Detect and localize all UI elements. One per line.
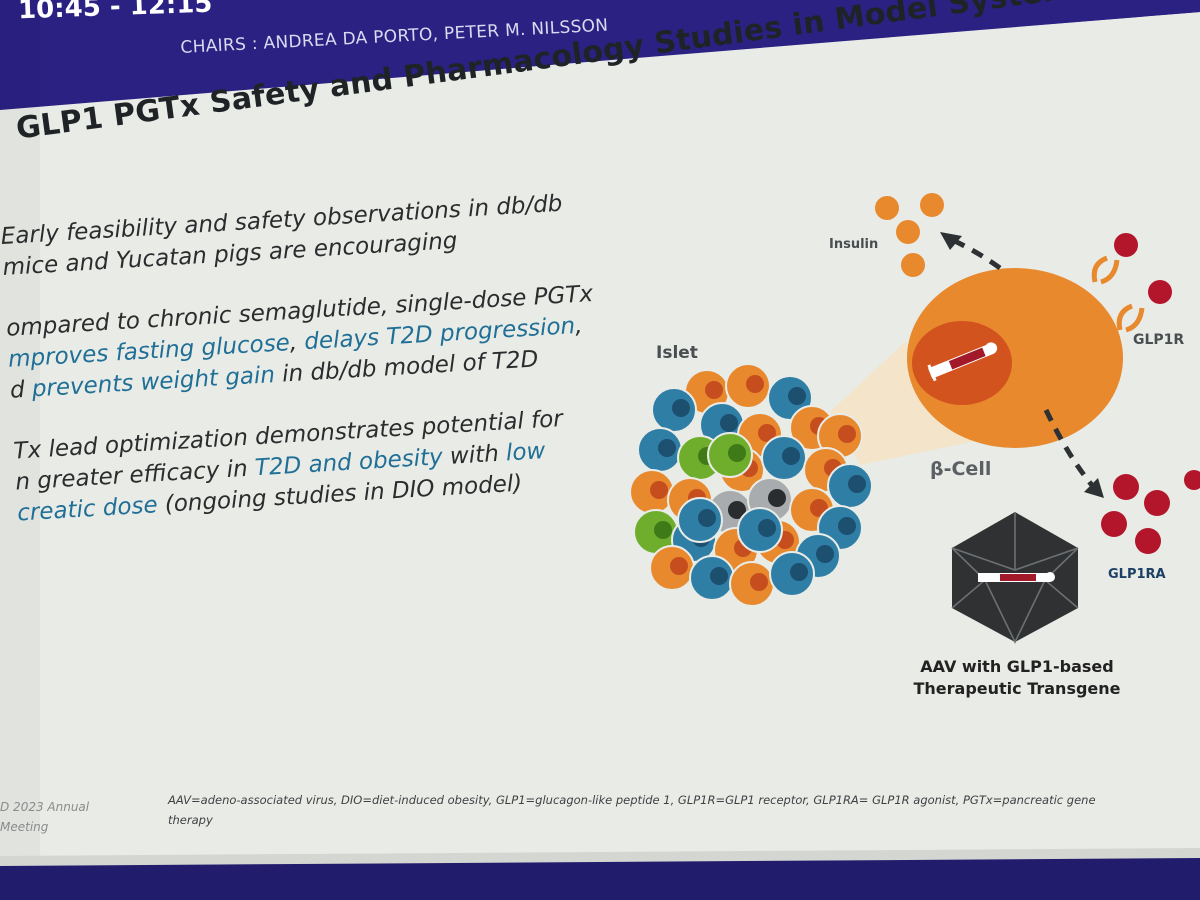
- islet-label: Islet: [656, 343, 698, 363]
- bottom-edge: [0, 848, 1200, 866]
- bullet-text: ,: [574, 312, 584, 340]
- bullet-text: with: [441, 440, 507, 471]
- islet-nucleus: [654, 521, 672, 539]
- transgene-icon: [927, 342, 998, 382]
- insulin-dots: [875, 193, 944, 277]
- islet-nucleus: [728, 444, 746, 462]
- bullet-list: Early feasibility and safety observation…: [0, 185, 639, 559]
- glp1r-label: GLP1R: [1133, 332, 1185, 348]
- magnify-beam: [830, 342, 990, 465]
- bullet-text: d: [9, 376, 33, 404]
- islet-nucleus: [758, 519, 776, 537]
- glp1ra-label: GLP1RA: [1108, 567, 1166, 582]
- islet-nucleus: [746, 375, 764, 393]
- highlight-text: low: [505, 438, 547, 467]
- insulin-label: Insulin: [829, 237, 879, 252]
- bullet-item: Tx lead optimization demonstrates potent…: [13, 400, 637, 530]
- islet-nucleus: [728, 501, 746, 519]
- bullet-item: Early feasibility and safety observation…: [0, 185, 623, 284]
- islet-nucleus: [758, 424, 776, 442]
- bullet-text: model of T2D: [375, 346, 540, 382]
- islet-nucleus: [838, 517, 856, 535]
- receptor-icon: [1091, 233, 1172, 333]
- bullet-text: db/db: [495, 190, 564, 221]
- beta-cell-icon: [907, 268, 1123, 448]
- meeting-footer: D 2023 Annual Meeting: [0, 800, 90, 834]
- islet-nucleus: [650, 481, 668, 499]
- bullet-item: ompared to chronic semaglutide, single-d…: [5, 277, 629, 407]
- highlight-text: creatic dose: [16, 492, 159, 527]
- abbreviations-footnote: AAV=adeno-associated virus, DIO=diet-ind…: [168, 793, 1096, 827]
- islet-nucleus: [670, 557, 688, 575]
- islet-nucleus: [720, 414, 738, 432]
- aav-label: AAV with GLP1-based Therapeutic Transgen…: [913, 657, 1121, 698]
- beta-cell-label: β-Cell: [930, 458, 992, 480]
- aav-transgene-icon: [978, 572, 1055, 582]
- islet-nucleus: [790, 563, 808, 581]
- bullet-text: db/db: [309, 355, 378, 386]
- bullet-text: ,: [288, 329, 306, 357]
- islet-nucleus: [698, 509, 716, 527]
- secretion-arrow: [940, 232, 1002, 271]
- islet-nucleus: [788, 387, 806, 405]
- islet-nucleus: [768, 489, 786, 507]
- bullet-text: in: [274, 359, 312, 388]
- islet-nucleus: [816, 545, 834, 563]
- islet-nucleus: [658, 439, 676, 457]
- bottom-band: [0, 856, 1200, 900]
- release-arrow: [1043, 408, 1104, 498]
- islet-nucleus: [782, 447, 800, 465]
- islet-nucleus: [838, 425, 856, 443]
- islet-nucleus: [710, 567, 728, 585]
- islet-cluster: [629, 363, 873, 607]
- glp1ra-dots: [1101, 470, 1200, 554]
- islet-nucleus: [750, 573, 768, 591]
- islet-nucleus: [848, 475, 866, 493]
- session-time: 10:45 - 12:15: [17, 0, 213, 26]
- aav-capsid-icon: [951, 512, 1079, 644]
- islet-nucleus: [672, 399, 690, 417]
- islet-nucleus: [705, 381, 723, 399]
- header-band-fill: [0, 0, 1200, 108]
